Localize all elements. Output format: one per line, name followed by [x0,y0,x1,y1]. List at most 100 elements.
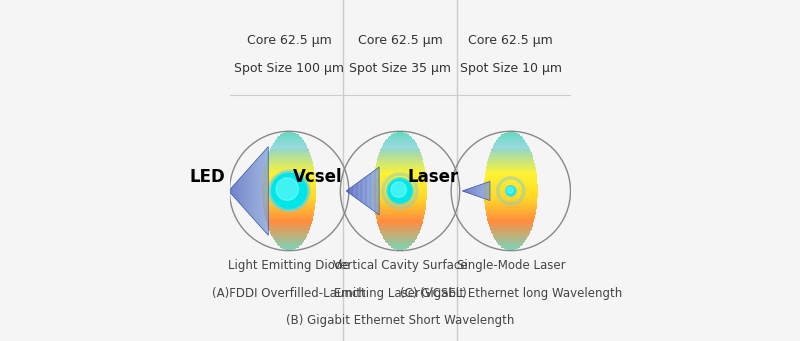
FancyBboxPatch shape [485,173,537,175]
FancyBboxPatch shape [262,197,316,198]
FancyBboxPatch shape [381,231,419,233]
FancyBboxPatch shape [263,173,315,175]
FancyBboxPatch shape [277,243,302,245]
Polygon shape [262,152,263,230]
FancyBboxPatch shape [378,224,422,225]
Text: Light Emitting Diode: Light Emitting Diode [228,260,350,272]
FancyBboxPatch shape [274,239,305,240]
FancyBboxPatch shape [487,163,534,164]
FancyBboxPatch shape [374,185,426,187]
Polygon shape [242,174,243,208]
FancyBboxPatch shape [503,248,518,249]
Polygon shape [348,189,349,193]
FancyBboxPatch shape [373,188,427,190]
FancyBboxPatch shape [484,200,538,202]
FancyBboxPatch shape [262,195,316,197]
Polygon shape [255,160,256,222]
Polygon shape [358,181,359,201]
FancyBboxPatch shape [378,225,422,227]
FancyBboxPatch shape [490,228,531,230]
FancyBboxPatch shape [272,236,306,237]
Polygon shape [370,173,371,209]
FancyBboxPatch shape [489,224,533,225]
Polygon shape [233,186,234,196]
FancyBboxPatch shape [484,180,538,182]
FancyBboxPatch shape [486,167,535,168]
Polygon shape [349,189,350,193]
FancyBboxPatch shape [384,142,416,143]
FancyBboxPatch shape [375,168,425,170]
FancyBboxPatch shape [269,151,310,152]
Polygon shape [243,173,245,209]
FancyBboxPatch shape [485,202,538,203]
Polygon shape [373,171,374,211]
FancyBboxPatch shape [264,209,314,210]
FancyBboxPatch shape [265,213,314,215]
FancyBboxPatch shape [262,191,316,192]
FancyBboxPatch shape [380,151,420,152]
FancyBboxPatch shape [262,187,316,188]
FancyBboxPatch shape [374,195,426,197]
FancyBboxPatch shape [268,227,310,228]
FancyBboxPatch shape [485,175,537,176]
FancyBboxPatch shape [487,161,534,163]
FancyBboxPatch shape [273,143,306,145]
Polygon shape [253,163,254,219]
Polygon shape [354,184,355,197]
FancyBboxPatch shape [486,212,536,213]
FancyBboxPatch shape [267,157,311,158]
FancyBboxPatch shape [275,139,302,140]
FancyBboxPatch shape [278,136,300,137]
FancyBboxPatch shape [262,183,316,185]
FancyBboxPatch shape [374,202,426,203]
FancyBboxPatch shape [262,180,316,182]
Polygon shape [372,172,373,210]
FancyBboxPatch shape [486,166,535,167]
FancyBboxPatch shape [381,233,419,234]
Polygon shape [263,151,264,231]
FancyBboxPatch shape [270,233,308,234]
Polygon shape [371,173,372,209]
FancyBboxPatch shape [266,218,313,219]
FancyBboxPatch shape [266,161,313,163]
FancyBboxPatch shape [377,161,423,163]
Text: (B) Gigabit Ethernet Short Wavelength: (B) Gigabit Ethernet Short Wavelength [286,314,514,327]
FancyBboxPatch shape [266,160,312,161]
FancyBboxPatch shape [262,190,316,191]
FancyBboxPatch shape [488,222,534,224]
FancyBboxPatch shape [484,191,538,192]
FancyBboxPatch shape [376,163,424,164]
FancyBboxPatch shape [374,197,426,198]
Polygon shape [355,184,356,198]
Polygon shape [361,180,362,202]
FancyBboxPatch shape [282,248,297,249]
Polygon shape [267,147,268,235]
FancyBboxPatch shape [376,218,424,219]
FancyBboxPatch shape [389,245,411,246]
FancyBboxPatch shape [503,133,518,134]
FancyBboxPatch shape [396,131,404,133]
FancyBboxPatch shape [266,219,313,221]
Polygon shape [353,186,354,196]
FancyBboxPatch shape [502,246,520,248]
FancyBboxPatch shape [374,182,426,183]
Text: Emitting Laser(VCSEL): Emitting Laser(VCSEL) [334,287,466,300]
Polygon shape [374,170,375,212]
FancyBboxPatch shape [375,215,425,216]
FancyBboxPatch shape [265,215,314,216]
FancyBboxPatch shape [378,158,422,160]
FancyBboxPatch shape [381,148,419,149]
FancyBboxPatch shape [381,149,419,151]
FancyBboxPatch shape [375,212,425,213]
Text: Core 62.5 μm: Core 62.5 μm [246,34,331,47]
FancyBboxPatch shape [383,143,417,145]
FancyBboxPatch shape [274,140,304,142]
FancyBboxPatch shape [491,149,530,151]
FancyBboxPatch shape [382,146,418,148]
FancyBboxPatch shape [494,145,528,146]
Polygon shape [234,183,235,199]
Polygon shape [239,178,241,204]
Polygon shape [256,159,258,223]
FancyBboxPatch shape [484,185,538,187]
FancyBboxPatch shape [491,231,530,233]
